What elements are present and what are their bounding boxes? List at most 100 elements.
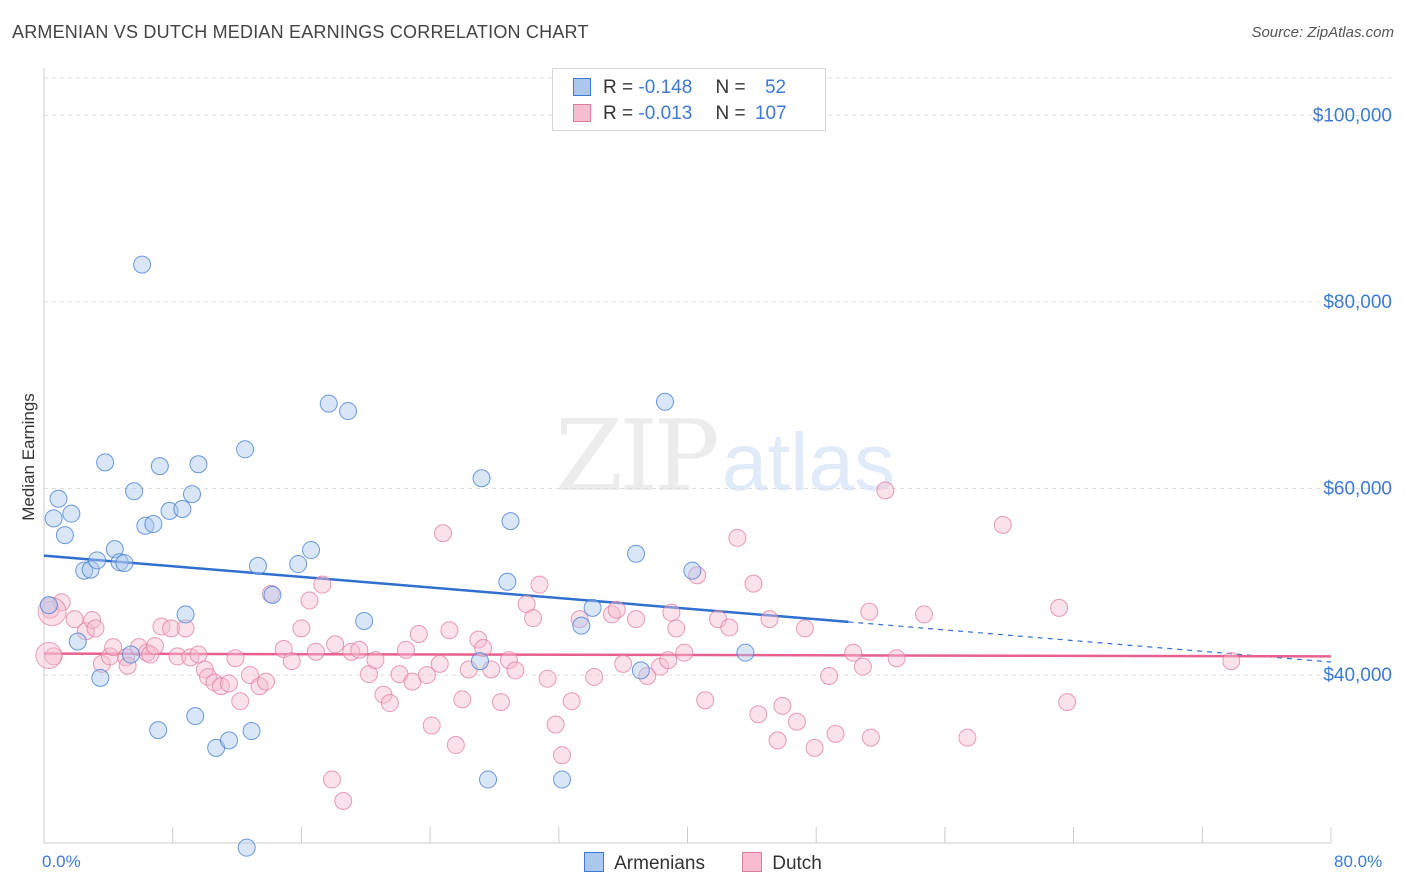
armenian-point xyxy=(655,392,674,411)
dutch-point xyxy=(366,651,385,670)
armenian-point xyxy=(176,605,195,624)
y-tick-label: $80,000 xyxy=(1323,292,1392,313)
armenian-point xyxy=(81,560,100,579)
dutch-point xyxy=(250,677,269,696)
dutch-point xyxy=(313,575,332,594)
n-value: 107 xyxy=(754,103,787,124)
y-axis-label: Median Earnings xyxy=(19,393,38,521)
dutch-point xyxy=(538,669,557,688)
armenians-swatch xyxy=(573,78,591,96)
armenian-point xyxy=(186,707,205,726)
dutch-point xyxy=(440,621,459,640)
armenians-trend-line xyxy=(43,554,849,624)
dutch-point xyxy=(773,696,792,715)
dutch-point xyxy=(409,625,428,644)
dutch-point xyxy=(417,666,436,685)
dutch-point xyxy=(168,647,187,666)
dutch-point xyxy=(524,609,543,628)
dutch-point xyxy=(100,647,119,666)
legend-item-dutch[interactable]: Dutch xyxy=(742,852,822,875)
dutch-point xyxy=(958,728,977,747)
dutch-point xyxy=(553,746,572,765)
armenian-point xyxy=(88,551,107,570)
armenian-point xyxy=(339,402,358,421)
armenian-point xyxy=(236,440,255,459)
dutch-point xyxy=(118,656,137,675)
dutch-point xyxy=(282,652,301,671)
dutch-trend-line xyxy=(43,652,1332,658)
x-tick-label-max: 80.0% xyxy=(1334,852,1383,871)
dutch-point xyxy=(220,674,239,693)
dutch-point xyxy=(491,693,510,712)
dutch-point xyxy=(749,705,768,724)
stats-legend: R = -0.148 N = 52 R = -0.013 N = 107 xyxy=(552,68,826,131)
dutch-point xyxy=(380,694,399,713)
dutch-point xyxy=(104,638,123,657)
dutch-point xyxy=(396,640,415,659)
dutch-point xyxy=(506,661,525,680)
dutch-point xyxy=(292,619,311,638)
dutch-point xyxy=(861,728,880,747)
armenian-point xyxy=(479,770,498,789)
r-value: -0.013 xyxy=(638,103,693,124)
armenian-point xyxy=(470,652,489,671)
dutch-point xyxy=(607,600,626,619)
dutch-point xyxy=(696,691,715,710)
armenian-point xyxy=(631,661,650,680)
armenian-point xyxy=(125,482,144,501)
armenian-point xyxy=(627,544,646,563)
dutch-point xyxy=(189,645,208,664)
dutch-point xyxy=(35,641,63,669)
armenian-point xyxy=(44,509,63,528)
armenian-point xyxy=(91,668,110,687)
dutch-point xyxy=(326,635,345,654)
x-tick-label-min: 0.0% xyxy=(42,852,81,871)
armenian-point xyxy=(248,556,267,575)
armenian-point xyxy=(49,489,68,508)
dutch-point xyxy=(141,645,160,664)
dutch-point xyxy=(446,736,465,755)
dutch-point xyxy=(914,605,933,624)
armenian-point xyxy=(237,838,256,857)
dutch-point xyxy=(887,649,906,668)
dutch-point xyxy=(322,770,341,789)
dutch-point xyxy=(350,640,369,659)
armenian-point xyxy=(263,585,282,604)
armenian-point xyxy=(572,616,591,635)
armenian-point xyxy=(121,645,140,664)
r-value: -0.148 xyxy=(638,77,693,98)
dutch-point xyxy=(787,712,806,731)
armenian-point xyxy=(75,561,94,580)
dutch-point xyxy=(744,574,763,593)
legend-item-armenians[interactable]: Armenians xyxy=(584,852,705,875)
dutch-point xyxy=(585,667,604,686)
dutch-point xyxy=(334,792,353,811)
armenian-point xyxy=(220,731,239,750)
armenian-point xyxy=(472,469,491,488)
dutch-legend-label: Dutch xyxy=(772,853,822,874)
armenian-point xyxy=(183,485,202,504)
armenian-point xyxy=(150,457,169,476)
dutch-point xyxy=(433,524,452,543)
y-tick-label: $60,000 xyxy=(1323,478,1392,499)
armenian-point xyxy=(498,572,517,591)
dutch-point xyxy=(176,619,195,638)
armenian-point xyxy=(115,554,134,573)
armenian-point xyxy=(289,555,308,574)
dutch-point xyxy=(546,715,565,734)
dutch-point xyxy=(146,637,165,656)
trend-lines xyxy=(43,554,1332,663)
dutch-point xyxy=(306,642,325,661)
armenians-legend-swatch xyxy=(584,852,605,872)
dutch-point xyxy=(805,738,824,757)
dutch-point xyxy=(422,716,441,735)
dutch-point xyxy=(499,651,518,670)
dutch-point xyxy=(562,692,581,711)
dutch-point xyxy=(1050,598,1069,617)
dutch-point xyxy=(430,654,449,673)
dutch-point xyxy=(261,584,280,603)
armenian-point xyxy=(683,561,702,580)
dutch-point xyxy=(65,610,84,629)
legend-row-armenians: R = -0.148 N = 52 xyxy=(573,77,786,99)
dutch-point xyxy=(453,690,472,709)
